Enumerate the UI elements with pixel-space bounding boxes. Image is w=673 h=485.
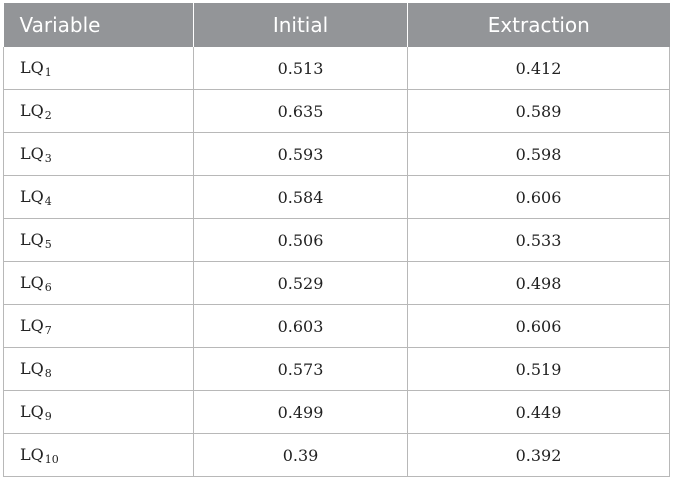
extraction-cell: 0.589 [407,89,670,133]
header-extraction: Extraction [407,3,670,47]
header-row: Variable Initial Extraction [3,3,670,47]
extraction-cell: 0.533 [407,218,670,262]
variable-base: LQ [20,315,44,335]
table-row: LQ8 0.573 0.519 [3,347,670,391]
extraction-cell: 0.498 [407,261,670,305]
initial-cell: 0.529 [193,261,408,305]
extraction-cell: 0.412 [407,47,670,90]
variable-subscript: 5 [44,237,52,251]
table-row: LQ9 0.499 0.449 [3,390,670,434]
extraction-cell: 0.449 [407,390,670,434]
variable-base: LQ [20,186,44,206]
initial-cell: 0.584 [193,175,408,219]
variable-subscript: 3 [44,151,52,165]
variable-subscript: 9 [44,409,52,423]
initial-cell: 0.513 [193,47,408,90]
variable-subscript: 8 [44,366,52,380]
initial-cell: 0.39 [193,433,408,477]
variable-base: LQ [20,229,44,249]
initial-cell: 0.593 [193,132,408,176]
variable-subscript: 2 [44,108,52,122]
extraction-cell: 0.606 [407,304,670,348]
initial-cell: 0.635 [193,89,408,133]
variable-base: LQ [20,401,44,421]
variable-cell: LQ9 [3,390,194,434]
variable-cell: LQ6 [3,261,194,305]
initial-cell: 0.573 [193,347,408,391]
table-row: LQ10 0.39 0.392 [3,433,670,477]
variable-subscript: 4 [44,194,52,208]
initial-cell: 0.499 [193,390,408,434]
variable-base: LQ [20,272,44,292]
communalities-table: Variable Initial Extraction LQ1 0.513 0.… [3,3,670,477]
variable-base: LQ [20,57,44,77]
variable-base: LQ [20,100,44,120]
extraction-cell: 0.392 [407,433,670,477]
variable-subscript: 6 [44,280,52,294]
initial-cell: 0.506 [193,218,408,262]
table-row: LQ6 0.529 0.498 [3,261,670,305]
table-row: LQ7 0.603 0.606 [3,304,670,348]
variable-subscript: 1 [44,65,52,79]
variable-cell: LQ10 [3,433,194,477]
header-initial: Initial [193,3,408,47]
extraction-cell: 0.606 [407,175,670,219]
variable-base: LQ [20,143,44,163]
extraction-cell: 0.598 [407,132,670,176]
variable-subscript: 7 [44,323,52,337]
variable-base: LQ [20,358,44,378]
header-variable: Variable [3,3,194,47]
variable-cell: LQ2 [3,89,194,133]
variable-cell: LQ3 [3,132,194,176]
table-row: LQ2 0.635 0.589 [3,89,670,133]
initial-cell: 0.603 [193,304,408,348]
variable-base: LQ [20,444,44,464]
variable-cell: LQ8 [3,347,194,391]
table-row: LQ4 0.584 0.606 [3,175,670,219]
table-row: LQ5 0.506 0.533 [3,218,670,262]
variable-cell: LQ1 [3,47,194,90]
variable-cell: LQ4 [3,175,194,219]
table-row: LQ3 0.593 0.598 [3,132,670,176]
table-body: LQ1 0.513 0.412 LQ2 0.635 0.589 LQ3 0.59… [3,47,670,477]
table-row: LQ1 0.513 0.412 [3,47,670,90]
variable-cell: LQ7 [3,304,194,348]
variable-subscript: 10 [44,452,59,466]
variable-cell: LQ5 [3,218,194,262]
extraction-cell: 0.519 [407,347,670,391]
